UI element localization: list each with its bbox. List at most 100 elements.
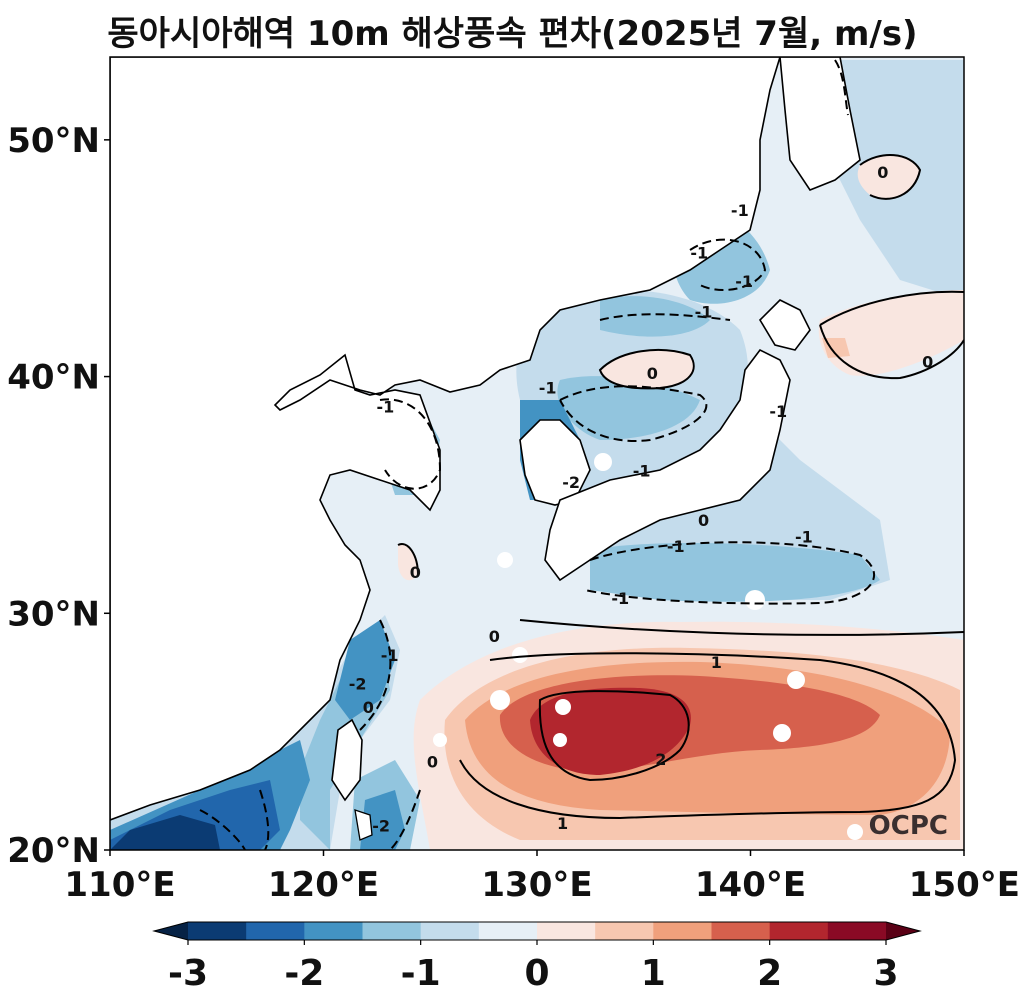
- colorbar: -3 -2 -1 0 1 2 3: [152, 921, 922, 994]
- contour-label-text: 0: [922, 352, 933, 371]
- lon-tick-label: 130°E: [481, 865, 592, 905]
- colorbar-segment: [595, 922, 654, 940]
- ocpc-logo: OCPC: [869, 811, 948, 841]
- contour-labels: 0 -1 -1 -1 -1 0 0 -1 -1 -1 -2 -1 0 -1 -1 0 -1 0 -1 1 -2 0 0 2 -2…: [349, 163, 934, 835]
- korean-peninsula-south: [519, 419, 591, 506]
- contour-label-text: -2: [372, 816, 390, 835]
- contour-label: -1: [731, 201, 749, 220]
- negative-contour-lines: [199, 59, 875, 850]
- contour-lines: [397, 153, 964, 820]
- colorbar-tick-label: -1: [401, 953, 441, 994]
- contour-label: -1: [690, 243, 708, 262]
- contour-label-text: 0: [698, 511, 709, 530]
- latitude-axis: 20°N 30°N 40°N 50°N: [7, 121, 110, 871]
- contour-label: 0: [922, 352, 933, 371]
- sakhalin: [779, 57, 861, 191]
- contour-label: -1: [633, 461, 651, 480]
- contour-label-text: 0: [410, 563, 421, 582]
- anomaly-region-pos: [818, 290, 964, 376]
- lon-tick-label: 150°E: [909, 865, 1020, 905]
- colorbar-segment: [420, 922, 480, 940]
- colorbar-extend-high: [886, 922, 920, 940]
- contour-label-text: -1: [769, 402, 787, 421]
- lon-tick-label: 110°E: [64, 865, 175, 905]
- contour-label-text: -1: [690, 243, 708, 262]
- contour-label-text: 2: [655, 750, 666, 769]
- contour-label-text: -1: [381, 646, 399, 665]
- contour-label: 0: [647, 364, 658, 383]
- lat-tick-label: 40°N: [7, 358, 100, 398]
- colorbar-tick-label: 0: [524, 953, 549, 994]
- contour-label: 0: [489, 627, 500, 646]
- contour-label: 1: [711, 653, 722, 672]
- contour-label-text: -1: [667, 537, 685, 556]
- colorbar-tick-label: -2: [284, 953, 324, 994]
- contour-label-text: 0: [647, 364, 658, 383]
- contour-label: 0: [363, 698, 374, 717]
- contour-label-text: 0: [427, 752, 438, 771]
- contour-label-text: -1: [695, 303, 713, 322]
- contour-label: -1: [769, 402, 787, 421]
- contour-label: 0: [427, 752, 438, 771]
- contour-label-text: -2: [349, 674, 367, 693]
- contour-label: 1: [557, 814, 568, 833]
- japan-honshu: [544, 348, 791, 582]
- colorbar-tick-label: 1: [641, 953, 666, 994]
- japan-hokkaido: [758, 299, 811, 351]
- contour-label: 0: [698, 511, 709, 530]
- map-title: 동아시아해역 10m 해상풍속 편차(2025년 7월, m/s): [107, 14, 918, 54]
- contour-label: -1: [695, 303, 713, 322]
- contour-label-text: -1: [731, 201, 749, 220]
- anomaly-region-neg: [590, 543, 880, 602]
- colorbar-tick-label: 2: [757, 953, 782, 994]
- lon-tick-label: 140°E: [695, 865, 806, 905]
- colorbar-extend-low: [154, 922, 188, 940]
- lat-tick-label: 20°N: [7, 831, 100, 871]
- colorbar-segment: [653, 922, 712, 940]
- contour-label-text: -1: [539, 378, 557, 397]
- contour-label-text: -1: [795, 528, 813, 547]
- colorbar-segment: [769, 922, 829, 940]
- taiwan: [331, 718, 363, 802]
- anomaly-region-pos: [857, 154, 920, 199]
- lat-tick-label: 30°N: [7, 594, 100, 634]
- contour-label-text: 0: [489, 627, 500, 646]
- anomaly-region-pos: [600, 350, 694, 389]
- colorbar-segment: [304, 922, 363, 940]
- contour-label-text: 1: [557, 814, 568, 833]
- longitude-axis: 110°E 120°E 130°E 140°E 150°E: [64, 850, 1020, 905]
- lat-tick-label: 50°N: [7, 121, 100, 161]
- mainland-asia: [110, 57, 781, 821]
- contour-label: 0: [410, 563, 421, 582]
- anomaly-field: [110, 57, 964, 850]
- contour-label: -1: [795, 528, 813, 547]
- contour-label-text: 0: [363, 698, 374, 717]
- colorbar-segment: [362, 922, 422, 940]
- contour-label: -2: [349, 674, 367, 693]
- anomaly-region-neg: [600, 296, 710, 337]
- contour-label-text: -1: [377, 397, 395, 416]
- contour-label-text: 0: [877, 163, 888, 182]
- lon-tick-label: 120°E: [268, 865, 379, 905]
- contour-label-text: 1: [711, 653, 722, 672]
- contour-label: -1: [377, 397, 395, 416]
- contour-label: -2: [372, 816, 390, 835]
- contour-label: -1: [735, 272, 753, 291]
- anomaly-region-neg: [557, 376, 700, 440]
- contour-label: 2: [655, 750, 666, 769]
- contour-label-text: -1: [633, 461, 651, 480]
- colorbar-segment: [827, 922, 887, 940]
- contour-label: 0: [877, 163, 888, 182]
- colorbar-segment: [188, 922, 247, 940]
- contour-label-text: -1: [735, 272, 753, 291]
- colorbar-segment: [478, 922, 538, 940]
- colorbar-tick-label: -3: [168, 953, 208, 994]
- contour-label: -2: [562, 473, 580, 492]
- colorbar-tick-label: 3: [873, 953, 898, 994]
- colorbar-segment: [711, 922, 771, 940]
- contour-label: -1: [611, 589, 629, 608]
- contour-label: -1: [539, 378, 557, 397]
- contour-label-text: -1: [611, 589, 629, 608]
- colorbar-segment: [537, 922, 596, 940]
